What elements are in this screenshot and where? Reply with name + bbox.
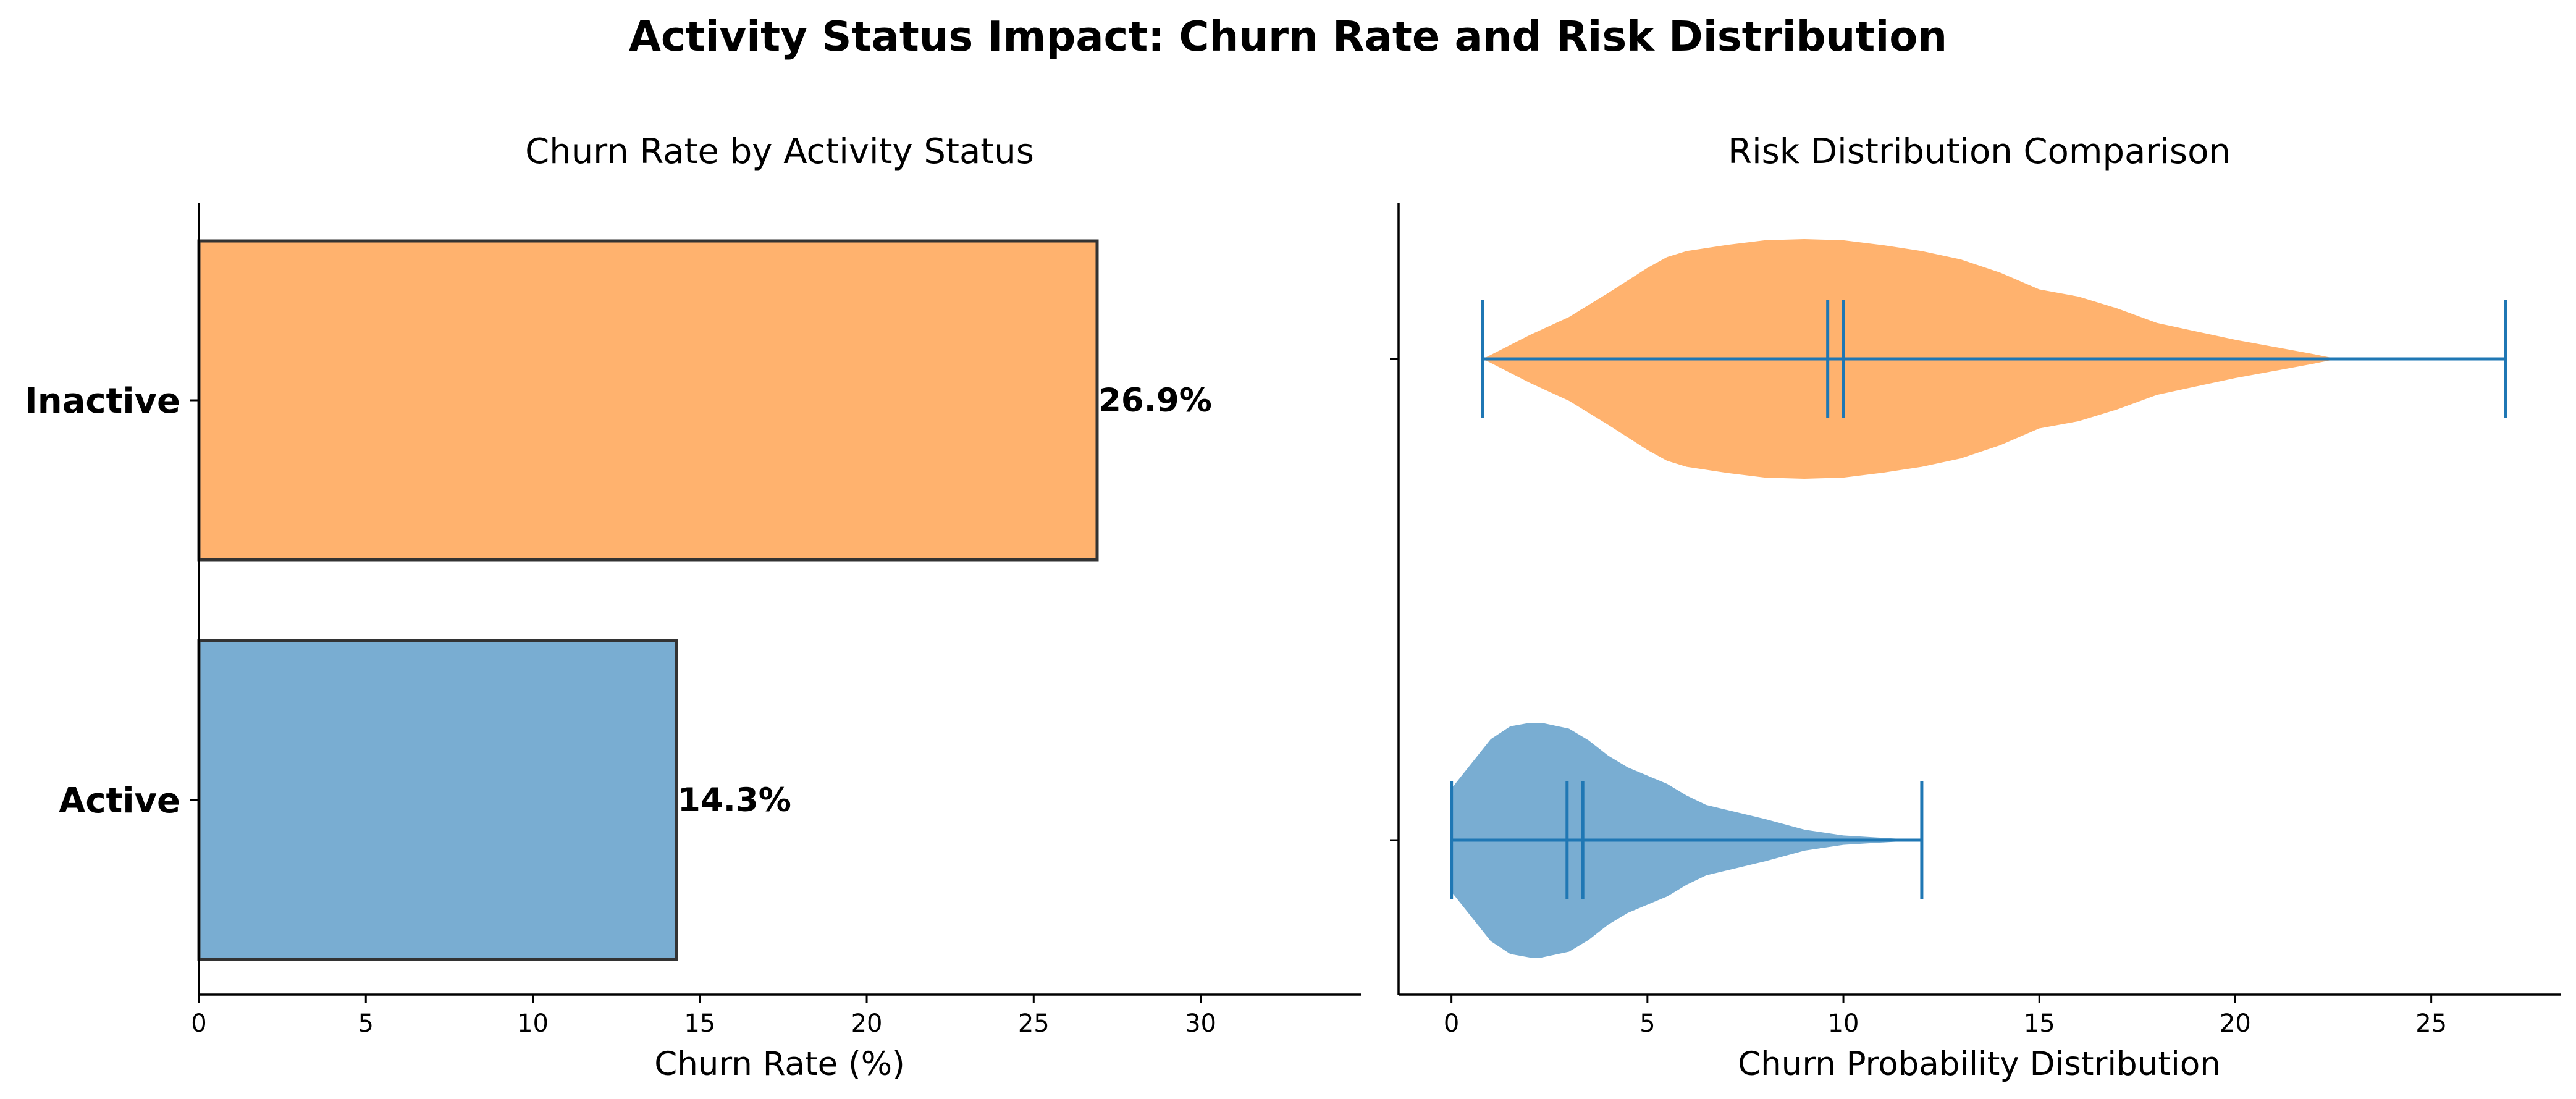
- bar-inactive: [197, 239, 1099, 562]
- bar-value-label-inactive: 26.9%: [1098, 382, 1212, 419]
- violin-xtick-label-20: 20: [2220, 1009, 2251, 1038]
- bar-chart-panel: Churn Rate by Activity Status 14.3% 26.9%…: [25, 132, 1361, 1083]
- xtick-label-5: 5: [358, 1009, 374, 1038]
- violin-xtick-label-5: 5: [1639, 1009, 1655, 1038]
- xtick-label-30: 30: [1185, 1009, 1216, 1038]
- bar-active: [197, 639, 678, 961]
- bar-chart-title: Churn Rate by Activity Status: [525, 132, 1034, 172]
- xtick-label-20: 20: [851, 1009, 883, 1038]
- ytick-label-inactive: Inactive: [25, 381, 180, 421]
- xtick-label-25: 25: [1018, 1009, 1050, 1038]
- bar-value-label-active: 14.3%: [678, 781, 791, 819]
- xtick-label-0: 0: [191, 1009, 206, 1038]
- violin-chart-xlabel: Churn Probability Distribution: [1738, 1045, 2221, 1083]
- bar-chart-bars: 14.3% 26.9%: [197, 239, 1212, 961]
- violin-chart-title: Risk Distribution Comparison: [1728, 132, 2231, 172]
- violin-xtick-label-10: 10: [1828, 1009, 1859, 1038]
- violin-chart-axes: 0 5 10 15 20 25: [1390, 203, 2561, 1038]
- violin-chart-bodies: [1450, 239, 2507, 958]
- violin-chart-panel: Risk Distribution Comparison 0 5 10 15 20 25 …: [1390, 132, 2561, 1083]
- violin-xtick-label-0: 0: [1444, 1009, 1459, 1038]
- violin-xtick-label-25: 25: [2415, 1009, 2447, 1038]
- xtick-label-10: 10: [517, 1009, 549, 1038]
- bar-chart-xlabel: Churn Rate (%): [654, 1045, 905, 1083]
- figure-title: Activity Status Impact: Churn Rate and R…: [629, 12, 1947, 61]
- violin-xtick-label-15: 15: [2024, 1009, 2055, 1038]
- xtick-label-15: 15: [684, 1009, 715, 1038]
- bar-chart-axes: Active Inactive 0 5 10 15 20 25 30: [25, 203, 1361, 1038]
- ytick-label-active: Active: [59, 781, 180, 821]
